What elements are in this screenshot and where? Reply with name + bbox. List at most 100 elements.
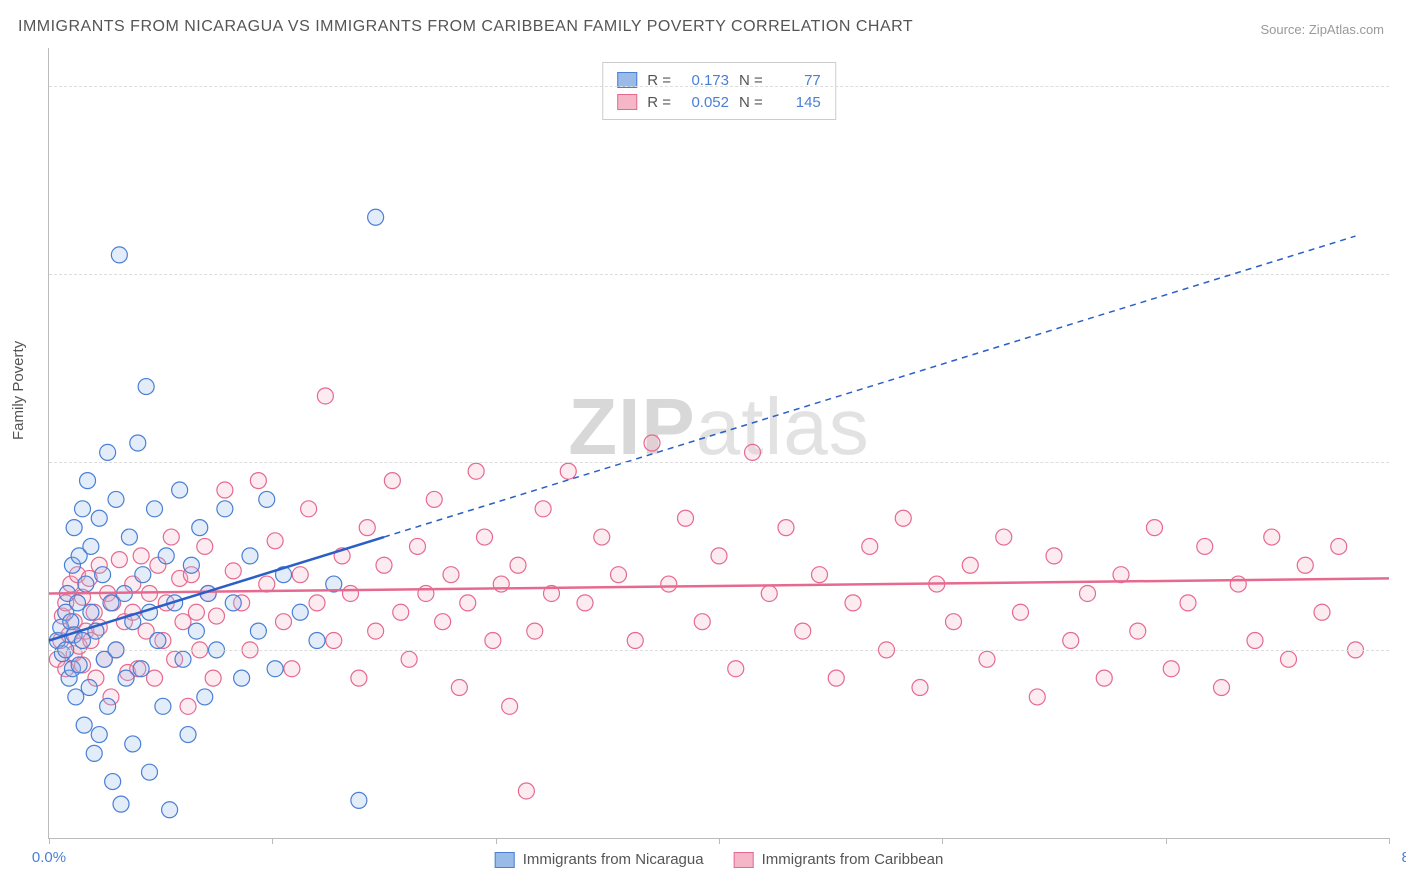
data-point-caribbean (518, 783, 534, 799)
data-point-caribbean (1331, 538, 1347, 554)
data-point-nicaragua (80, 473, 96, 489)
data-point-caribbean (560, 463, 576, 479)
data-point-caribbean (678, 510, 694, 526)
data-point-nicaragua (76, 717, 92, 733)
data-point-caribbean (147, 670, 163, 686)
data-point-caribbean (205, 670, 221, 686)
data-point-caribbean (426, 491, 442, 507)
data-point-caribbean (996, 529, 1012, 545)
xtick (942, 838, 943, 844)
data-point-nicaragua (368, 209, 384, 225)
data-point-nicaragua (188, 623, 204, 639)
data-point-caribbean (812, 567, 828, 583)
xtick-label: 0.0% (32, 849, 66, 866)
data-point-nicaragua (217, 501, 233, 517)
xtick (1166, 838, 1167, 844)
data-point-nicaragua (83, 538, 99, 554)
data-point-caribbean (197, 538, 213, 554)
chart-title: IMMIGRANTS FROM NICARAGUA VS IMMIGRANTS … (18, 18, 913, 36)
data-point-nicaragua (105, 774, 121, 790)
data-point-caribbean (292, 567, 308, 583)
data-point-nicaragua (155, 698, 171, 714)
data-point-caribbean (180, 698, 196, 714)
data-point-nicaragua (242, 548, 258, 564)
data-point-caribbean (895, 510, 911, 526)
data-point-caribbean (460, 595, 476, 611)
legend-item-caribbean: Immigrants from Caribbean (734, 851, 944, 868)
data-point-caribbean (1281, 651, 1297, 667)
swatch-caribbean-bottom (734, 852, 754, 868)
data-point-caribbean (451, 680, 467, 696)
n-value-caribbean: 145 (773, 94, 821, 111)
data-point-nicaragua (75, 633, 91, 649)
data-point-caribbean (267, 533, 283, 549)
data-point-caribbean (1163, 661, 1179, 677)
data-point-caribbean (1130, 623, 1146, 639)
data-point-caribbean (276, 614, 292, 630)
legend-label-nicaragua: Immigrants from Nicaragua (523, 851, 704, 868)
data-point-caribbean (761, 585, 777, 601)
data-point-caribbean (384, 473, 400, 489)
data-point-caribbean (527, 623, 543, 639)
data-point-caribbean (368, 623, 384, 639)
plot-area: ZIPatlas R = 0.173 N = 77 R = 0.052 N = … (48, 48, 1389, 839)
data-point-caribbean (1080, 585, 1096, 601)
gridline (49, 650, 1389, 651)
data-point-caribbean (795, 623, 811, 639)
data-point-caribbean (317, 388, 333, 404)
data-point-caribbean (510, 557, 526, 573)
data-point-caribbean (133, 548, 149, 564)
data-point-caribbean (477, 529, 493, 545)
data-point-caribbean (828, 670, 844, 686)
data-point-nicaragua (91, 727, 107, 743)
y-axis-label: Family Poverty (10, 341, 27, 440)
data-point-caribbean (745, 444, 761, 460)
gridline (49, 86, 1389, 87)
data-point-caribbean (778, 520, 794, 536)
data-point-caribbean (393, 604, 409, 620)
gridline (49, 274, 1389, 275)
data-point-nicaragua (292, 604, 308, 620)
data-point-caribbean (1063, 633, 1079, 649)
data-point-nicaragua (78, 576, 94, 592)
legend-bottom: Immigrants from Nicaragua Immigrants fro… (495, 851, 944, 868)
data-point-caribbean (1046, 548, 1062, 564)
data-point-nicaragua (162, 802, 178, 818)
data-point-nicaragua (138, 379, 154, 395)
data-point-caribbean (410, 538, 426, 554)
legend-label-caribbean: Immigrants from Caribbean (762, 851, 944, 868)
data-point-caribbean (845, 595, 861, 611)
data-point-caribbean (188, 604, 204, 620)
data-point-caribbean (611, 567, 627, 583)
data-point-nicaragua (309, 633, 325, 649)
data-point-caribbean (644, 435, 660, 451)
chart-svg (49, 48, 1389, 838)
data-point-caribbean (1029, 689, 1045, 705)
data-point-caribbean (979, 651, 995, 667)
data-point-caribbean (351, 670, 367, 686)
data-point-nicaragua (75, 501, 91, 517)
source-label: Source: ZipAtlas.com (1260, 22, 1384, 37)
data-point-nicaragua (118, 670, 134, 686)
data-point-nicaragua (133, 661, 149, 677)
legend-correlation-box: R = 0.173 N = 77 R = 0.052 N = 145 (602, 62, 836, 120)
data-point-caribbean (225, 563, 241, 579)
data-point-caribbean (284, 661, 300, 677)
legend-row-nicaragua: R = 0.173 N = 77 (617, 69, 821, 91)
gridline (49, 462, 1389, 463)
data-point-nicaragua (147, 501, 163, 517)
data-point-caribbean (502, 698, 518, 714)
data-point-caribbean (1197, 538, 1213, 554)
data-point-nicaragua (180, 727, 196, 743)
swatch-caribbean (617, 94, 637, 110)
data-point-nicaragua (183, 557, 199, 573)
data-point-nicaragua (103, 595, 119, 611)
data-point-nicaragua (95, 567, 111, 583)
data-point-nicaragua (121, 529, 137, 545)
data-point-nicaragua (81, 680, 97, 696)
data-point-nicaragua (71, 657, 87, 673)
data-point-nicaragua (150, 633, 166, 649)
legend-item-nicaragua: Immigrants from Nicaragua (495, 851, 704, 868)
data-point-nicaragua (91, 510, 107, 526)
r-label: R = (647, 94, 671, 111)
